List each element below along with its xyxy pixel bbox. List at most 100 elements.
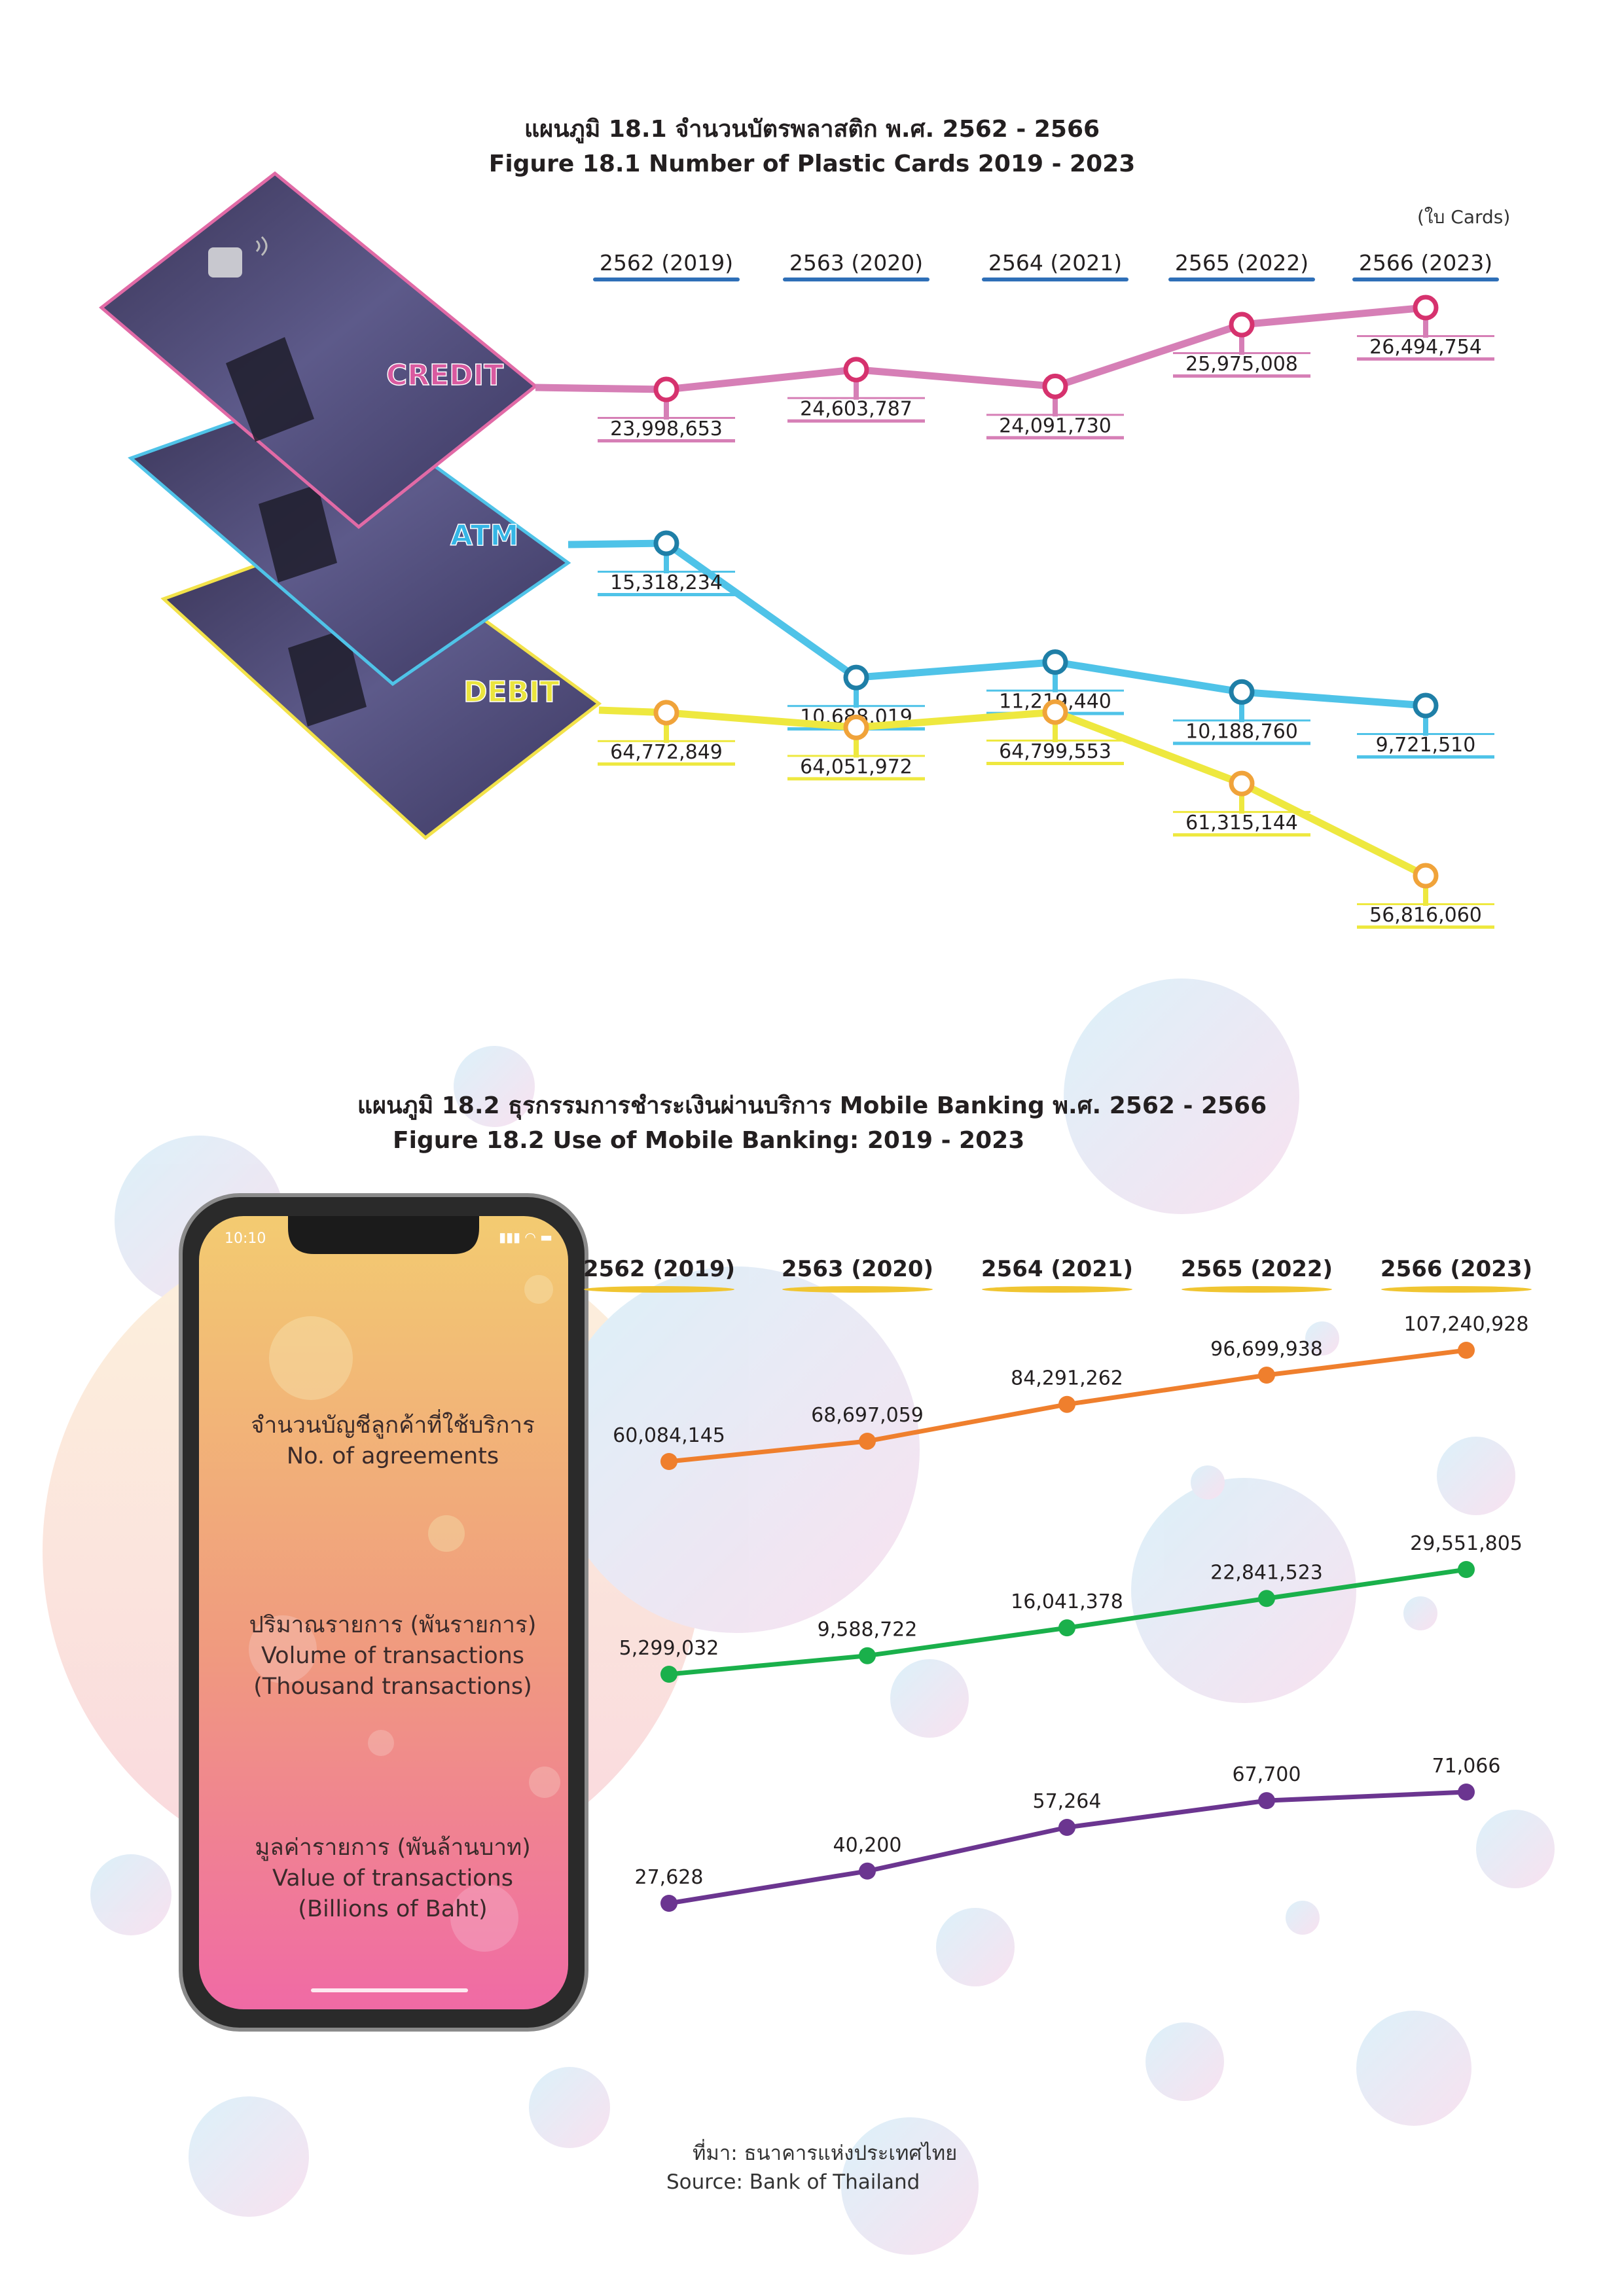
figure1-unit: (ใบ Cards) <box>1417 206 1511 228</box>
credit-label-underline-2 <box>986 436 1124 440</box>
fig1-category-1: 2563 (2020) <box>789 250 923 276</box>
phone-illustration <box>179 1193 588 2032</box>
fig2-series-2-point-0 <box>660 1895 677 1912</box>
atm-point-0 <box>653 530 679 556</box>
fig2-series-0-value-label-4: 107,240,928 <box>1404 1313 1529 1336</box>
figure1-chart: 2562 (2019) 2563 (2020) 2564 (2021) 2565 (2… <box>99 171 1499 929</box>
atm-stem-2 <box>1053 662 1058 692</box>
debit-stem-0 <box>664 712 669 743</box>
source-th: ที่มา: ธนาคารแห่งประเทศไทย <box>693 2142 958 2165</box>
fig2-category-1: 2563 (2020) <box>782 1256 933 1282</box>
label-value-en2: (Billions of Baht) <box>298 1896 488 1922</box>
atm-label-underline-0 <box>598 593 735 596</box>
home-indicator <box>311 1988 468 1992</box>
fig2-category-underline-2 <box>982 1286 1132 1293</box>
credit-point-3 <box>1229 312 1255 338</box>
fig2-series-0-point-0 <box>660 1453 677 1470</box>
fig2-series-2-point-2 <box>1058 1819 1075 1837</box>
fig2-series-2-value-label-0: 27,628 <box>635 1866 704 1889</box>
credit-value-label-0: 23,998,653 <box>610 418 723 440</box>
label-volume-th: ปริมาณรายการ (พันรายการ) <box>249 1612 537 1638</box>
debit-point-4 <box>1413 863 1439 889</box>
atm-value-label-4: 9,721,510 <box>1376 734 1476 757</box>
atm-point-1 <box>843 664 869 691</box>
debit-stem-2 <box>1053 712 1058 742</box>
fig2-series-0-value-label-2: 84,291,262 <box>1011 1367 1123 1390</box>
fig1-category-underline-2 <box>982 278 1128 281</box>
fig2-category-underline-1 <box>782 1286 933 1293</box>
label-value: มูลค่ารายการ (พันล้านบาท) Value of trans… <box>196 1833 589 1925</box>
fig2-series-0-point-4 <box>1458 1342 1475 1359</box>
debit-value-label-4: 56,816,060 <box>1369 904 1482 927</box>
debit-point-0 <box>653 700 679 726</box>
atm-stem-4 <box>1423 706 1428 736</box>
debit-stem-4 <box>1423 876 1428 906</box>
atm-card <box>128 386 571 687</box>
fig2-category-0: 2562 (2019) <box>583 1256 735 1282</box>
credit-label-underline-4 <box>1357 357 1494 361</box>
fig2-category-2: 2564 (2021) <box>981 1256 1133 1282</box>
atm-label-overline-1 <box>787 705 925 708</box>
credit-stem-3 <box>1239 325 1244 355</box>
atm-series-label: ATM <box>450 519 518 552</box>
credit-card <box>99 171 538 529</box>
credit-label-underline-0 <box>598 439 735 442</box>
fig2-category-underline-0 <box>584 1286 734 1293</box>
atm-label-overline-0 <box>598 571 735 573</box>
fig2-series-0-point-3 <box>1258 1367 1275 1384</box>
atm-label-underline-4 <box>1357 755 1494 759</box>
label-agreements: จำนวนบัญชีลูกค้าที่ใช้บริการ No. of agre… <box>196 1410 589 1472</box>
credit-label-overline-2 <box>986 414 1124 416</box>
fig1-category-underline-0 <box>593 278 740 281</box>
debit-label-underline-3 <box>1173 833 1310 837</box>
fig2-category-4: 2566 (2023) <box>1380 1256 1532 1282</box>
atm-point-2 <box>1042 649 1068 675</box>
debit-series-label: DEBIT <box>463 675 560 709</box>
debit-label-overline-3 <box>1173 811 1310 814</box>
fig2-series-2-value-label-3: 67,700 <box>1233 1763 1301 1786</box>
atm-point-4 <box>1413 692 1439 719</box>
debit-value-label-0: 64,772,849 <box>610 741 723 764</box>
credit-value-label-2: 24,091,730 <box>999 414 1111 437</box>
fig2-series-2-point-1 <box>859 1862 876 1880</box>
figure2-title-en: Figure 18.2 Use of Mobile Banking: 2019 … <box>393 1127 1025 1154</box>
fig1-category-underline-4 <box>1352 278 1499 281</box>
label-volume-en1: Volume of transactions <box>261 1643 525 1669</box>
fig2-category-3: 2565 (2022) <box>1181 1256 1333 1282</box>
debit-label-overline-4 <box>1357 903 1494 905</box>
fig2-series-1-point-1 <box>859 1647 876 1664</box>
credit-stem-2 <box>1053 386 1058 417</box>
atm-stem-1 <box>854 677 859 708</box>
label-agreements-th: จำนวนบัญชีลูกค้าที่ใช้บริการ <box>251 1412 535 1439</box>
figure1-title-th: แผนภูมิ 18.1 จำนวนบัตรพลาสติก พ.ศ. 2562 … <box>524 116 1100 143</box>
fig1-category-0: 2562 (2019) <box>600 250 733 276</box>
credit-point-1 <box>843 357 869 383</box>
credit-label-overline-1 <box>787 397 925 399</box>
credit-point-4 <box>1413 295 1439 321</box>
debit-label-overline-1 <box>787 755 925 757</box>
contactless-icon <box>255 236 268 257</box>
debit-value-label-3: 61,315,144 <box>1185 812 1298 834</box>
credit-label-underline-1 <box>787 419 925 423</box>
credit-point-0 <box>653 376 679 403</box>
phone-time: 10:10 <box>225 1230 266 1247</box>
fig2-category-underline-3 <box>1182 1286 1332 1293</box>
debit-stem-1 <box>854 727 859 758</box>
debit-label-overline-0 <box>598 740 735 742</box>
atm-label-underline-3 <box>1173 742 1310 745</box>
credit-label-underline-3 <box>1173 374 1310 378</box>
atm-point-3 <box>1229 679 1255 705</box>
debit-label-underline-2 <box>986 762 1124 765</box>
credit-point-2 <box>1042 373 1068 399</box>
fig2-series-0-point-1 <box>859 1432 876 1450</box>
fig1-category-underline-1 <box>783 278 929 281</box>
atm-label-overline-4 <box>1357 733 1494 735</box>
fig1-category-2: 2564 (2021) <box>988 250 1122 276</box>
fig2-series-2-point-4 <box>1458 1784 1475 1801</box>
fig2-series-1-point-3 <box>1258 1590 1275 1607</box>
label-volume: ปริมาณรายการ (พันรายการ) Volume of trans… <box>196 1610 589 1702</box>
credit-label-overline-4 <box>1357 335 1494 337</box>
debit-label-overline-2 <box>986 740 1124 742</box>
fig2-series-0-value-label-3: 96,699,938 <box>1210 1338 1323 1361</box>
fig2-series-2-value-label-1: 40,200 <box>833 1834 902 1857</box>
